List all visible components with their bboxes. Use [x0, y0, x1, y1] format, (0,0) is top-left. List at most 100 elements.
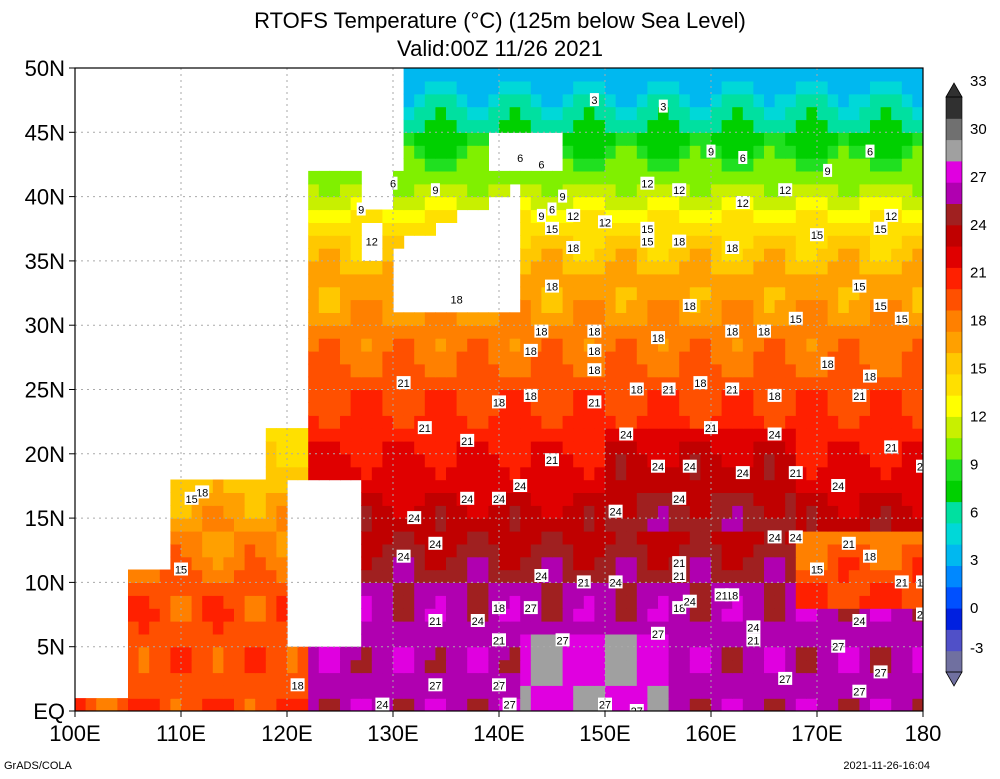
field-cell: [308, 389, 320, 403]
field-cell: [255, 518, 267, 532]
field-cell: [912, 80, 923, 95]
field-cell: [912, 479, 923, 493]
field-cell: [159, 569, 171, 583]
field-cell: [499, 350, 511, 365]
field-cell: [530, 209, 542, 223]
field-cell: [509, 659, 521, 674]
field-cell: [393, 633, 405, 648]
field-cell: [785, 260, 797, 275]
field-cell: [424, 338, 436, 352]
field-cell: [223, 595, 235, 609]
field-cell: [552, 608, 564, 622]
field-cell: [393, 350, 405, 365]
field-cell: [891, 595, 903, 609]
field-cell: [202, 672, 214, 686]
field-cell: [700, 402, 712, 416]
field-cell: [636, 119, 648, 133]
field-cell: [573, 260, 585, 275]
field-cell: [827, 672, 839, 686]
field-cell: [827, 363, 839, 378]
field-cell: [350, 402, 362, 416]
field-cell: [774, 415, 786, 429]
field-cell: [753, 505, 765, 519]
field-cell: [520, 685, 532, 699]
field-cell: [265, 659, 277, 674]
field-cell: [817, 260, 829, 275]
field-cell: [149, 698, 161, 711]
field-cell: [795, 492, 807, 506]
field-cell: [435, 440, 447, 455]
field-cell: [583, 286, 595, 301]
field-cell: [636, 466, 648, 481]
field-cell: [414, 376, 426, 391]
field-cell: [764, 235, 776, 249]
field-cell: [477, 80, 489, 95]
field-cell: [446, 389, 458, 403]
field-cell: [456, 672, 468, 686]
field-cell: [742, 273, 754, 288]
field-cell: [732, 170, 744, 185]
field-cell: [170, 633, 182, 648]
field-cell: [573, 299, 585, 313]
field-cell: [499, 479, 511, 493]
field-cell: [806, 260, 818, 275]
field-cell: [679, 543, 691, 558]
field-cell: [679, 260, 691, 275]
field-cell: [520, 505, 532, 519]
field-cell: [817, 68, 829, 82]
field-cell: [435, 106, 447, 121]
field-cell: [340, 260, 352, 275]
field-cell: [583, 273, 595, 288]
contour-label-box: [672, 234, 687, 248]
field-cell: [435, 338, 447, 352]
field-cell: [191, 531, 203, 545]
field-cell: [340, 170, 352, 185]
field-cell: [509, 466, 521, 481]
field-cell: [265, 621, 277, 635]
field-cell: [817, 659, 829, 674]
field-cell: [265, 633, 277, 648]
field-cell: [880, 608, 892, 622]
field-cell: [435, 492, 447, 506]
field-cell: [265, 440, 277, 455]
field-cell: [742, 402, 754, 416]
field-cell: [350, 466, 362, 481]
field-cell: [880, 273, 892, 288]
field-cell: [795, 119, 807, 133]
field-cell: [297, 440, 309, 455]
field-cell: [615, 518, 627, 532]
field-cell: [838, 235, 850, 249]
field-cell: [806, 518, 818, 532]
field-cell: [414, 80, 426, 95]
field-cell: [689, 479, 701, 493]
colorbar-label: 18: [970, 313, 987, 330]
field-cell: [711, 569, 723, 583]
field-cell: [700, 80, 712, 95]
field-cell: [594, 479, 606, 493]
field-cell: [742, 569, 754, 583]
field-cell: [912, 248, 923, 262]
field-cell: [753, 338, 765, 352]
field-cell: [753, 312, 765, 326]
field-cell: [223, 492, 235, 506]
field-cell: [647, 93, 659, 108]
field-cell: [382, 466, 394, 481]
field-cell: [848, 338, 860, 352]
field-cell: [414, 132, 426, 146]
contour-label-box: [725, 324, 740, 338]
field-cell: [446, 376, 458, 391]
field-cell: [742, 170, 754, 185]
field-cell: [668, 248, 680, 262]
field-cell: [499, 646, 511, 661]
contour-label-box: [672, 569, 687, 582]
field-cell: [265, 505, 277, 519]
field-cell: [393, 196, 405, 211]
field-cell: [732, 312, 744, 326]
field-cell: [393, 698, 405, 711]
field-cell: [509, 119, 521, 133]
field-cell: [499, 68, 511, 82]
contour-label-box: [428, 678, 443, 692]
field-cell: [520, 299, 532, 313]
field-cell: [806, 569, 818, 583]
field-cell: [753, 453, 765, 468]
